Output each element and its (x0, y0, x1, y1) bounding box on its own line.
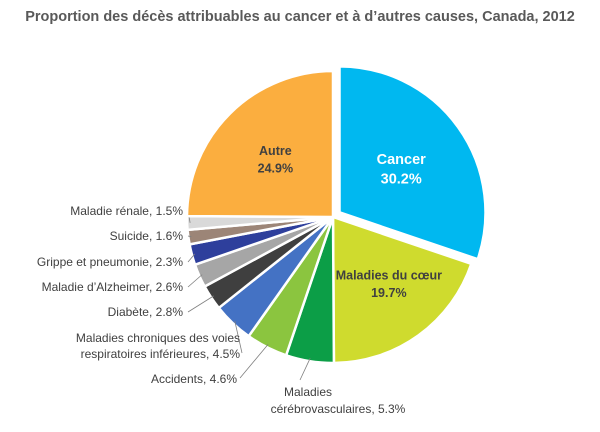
slice-label-maladies-chroniques-des-voies-respiratoires-inferieures-line-2: respiratoires inférieures, 4.5% (81, 347, 241, 361)
chart-title: Proportion des décès attribuables au can… (25, 9, 575, 25)
slice-label-maladies-chroniques-des-voies-respiratoires-inferieures-line-1: Maladies chroniques des voies (76, 331, 240, 345)
slice-value-cancer: 30.2% (381, 172, 422, 188)
slice-label-maladies-du-c-ur: Maladies du cœur (336, 268, 442, 282)
leader-line-suicide (187, 235, 192, 238)
leader-line-maladie-d-alzheimer (187, 274, 203, 288)
slice-label-accidents: Accidents, 4.6% (151, 372, 237, 386)
slice-label-maladie-d-alzheimer: Maladie d’Alzheimer, 2.6% (42, 280, 184, 294)
slice-label-maladies-cerebrovasculaires-line-2: cérébrovasculaires, 5.3% (271, 402, 406, 416)
slice-label-autre: Autre (259, 144, 292, 158)
pie-slice-cancer (338, 65, 487, 261)
pie-slice-maladies-du-c-ur (331, 215, 473, 365)
slice-label-suicide: Suicide, 1.6% (110, 229, 184, 243)
leader-line-maladies-cerebrovasculaires (299, 357, 311, 381)
pie-slice-autre (185, 69, 335, 219)
slice-value-autre: 24.9% (258, 162, 293, 176)
slice-label-grippe-et-pneumonie: Grippe et pneumonie, 2.3% (37, 255, 183, 269)
slice-label-maladie-renale: Maladie rénale, 1.5% (70, 204, 183, 218)
leader-line-accidents (239, 344, 269, 379)
slice-label-maladies-cerebrovasculaires-line-1: Maladies (284, 385, 332, 399)
leader-line-maladies-chroniques-des-voies-respiratoires-inferieures (234, 320, 243, 354)
slice-value-maladies-du-c-ur: 19.7% (371, 286, 406, 300)
slice-label-cancer: Cancer (377, 152, 427, 168)
slice-label-diabete: Diabète, 2.8% (108, 305, 184, 319)
leader-line-grippe-et-pneumonie (187, 253, 196, 263)
leader-line-diabete (187, 295, 214, 313)
